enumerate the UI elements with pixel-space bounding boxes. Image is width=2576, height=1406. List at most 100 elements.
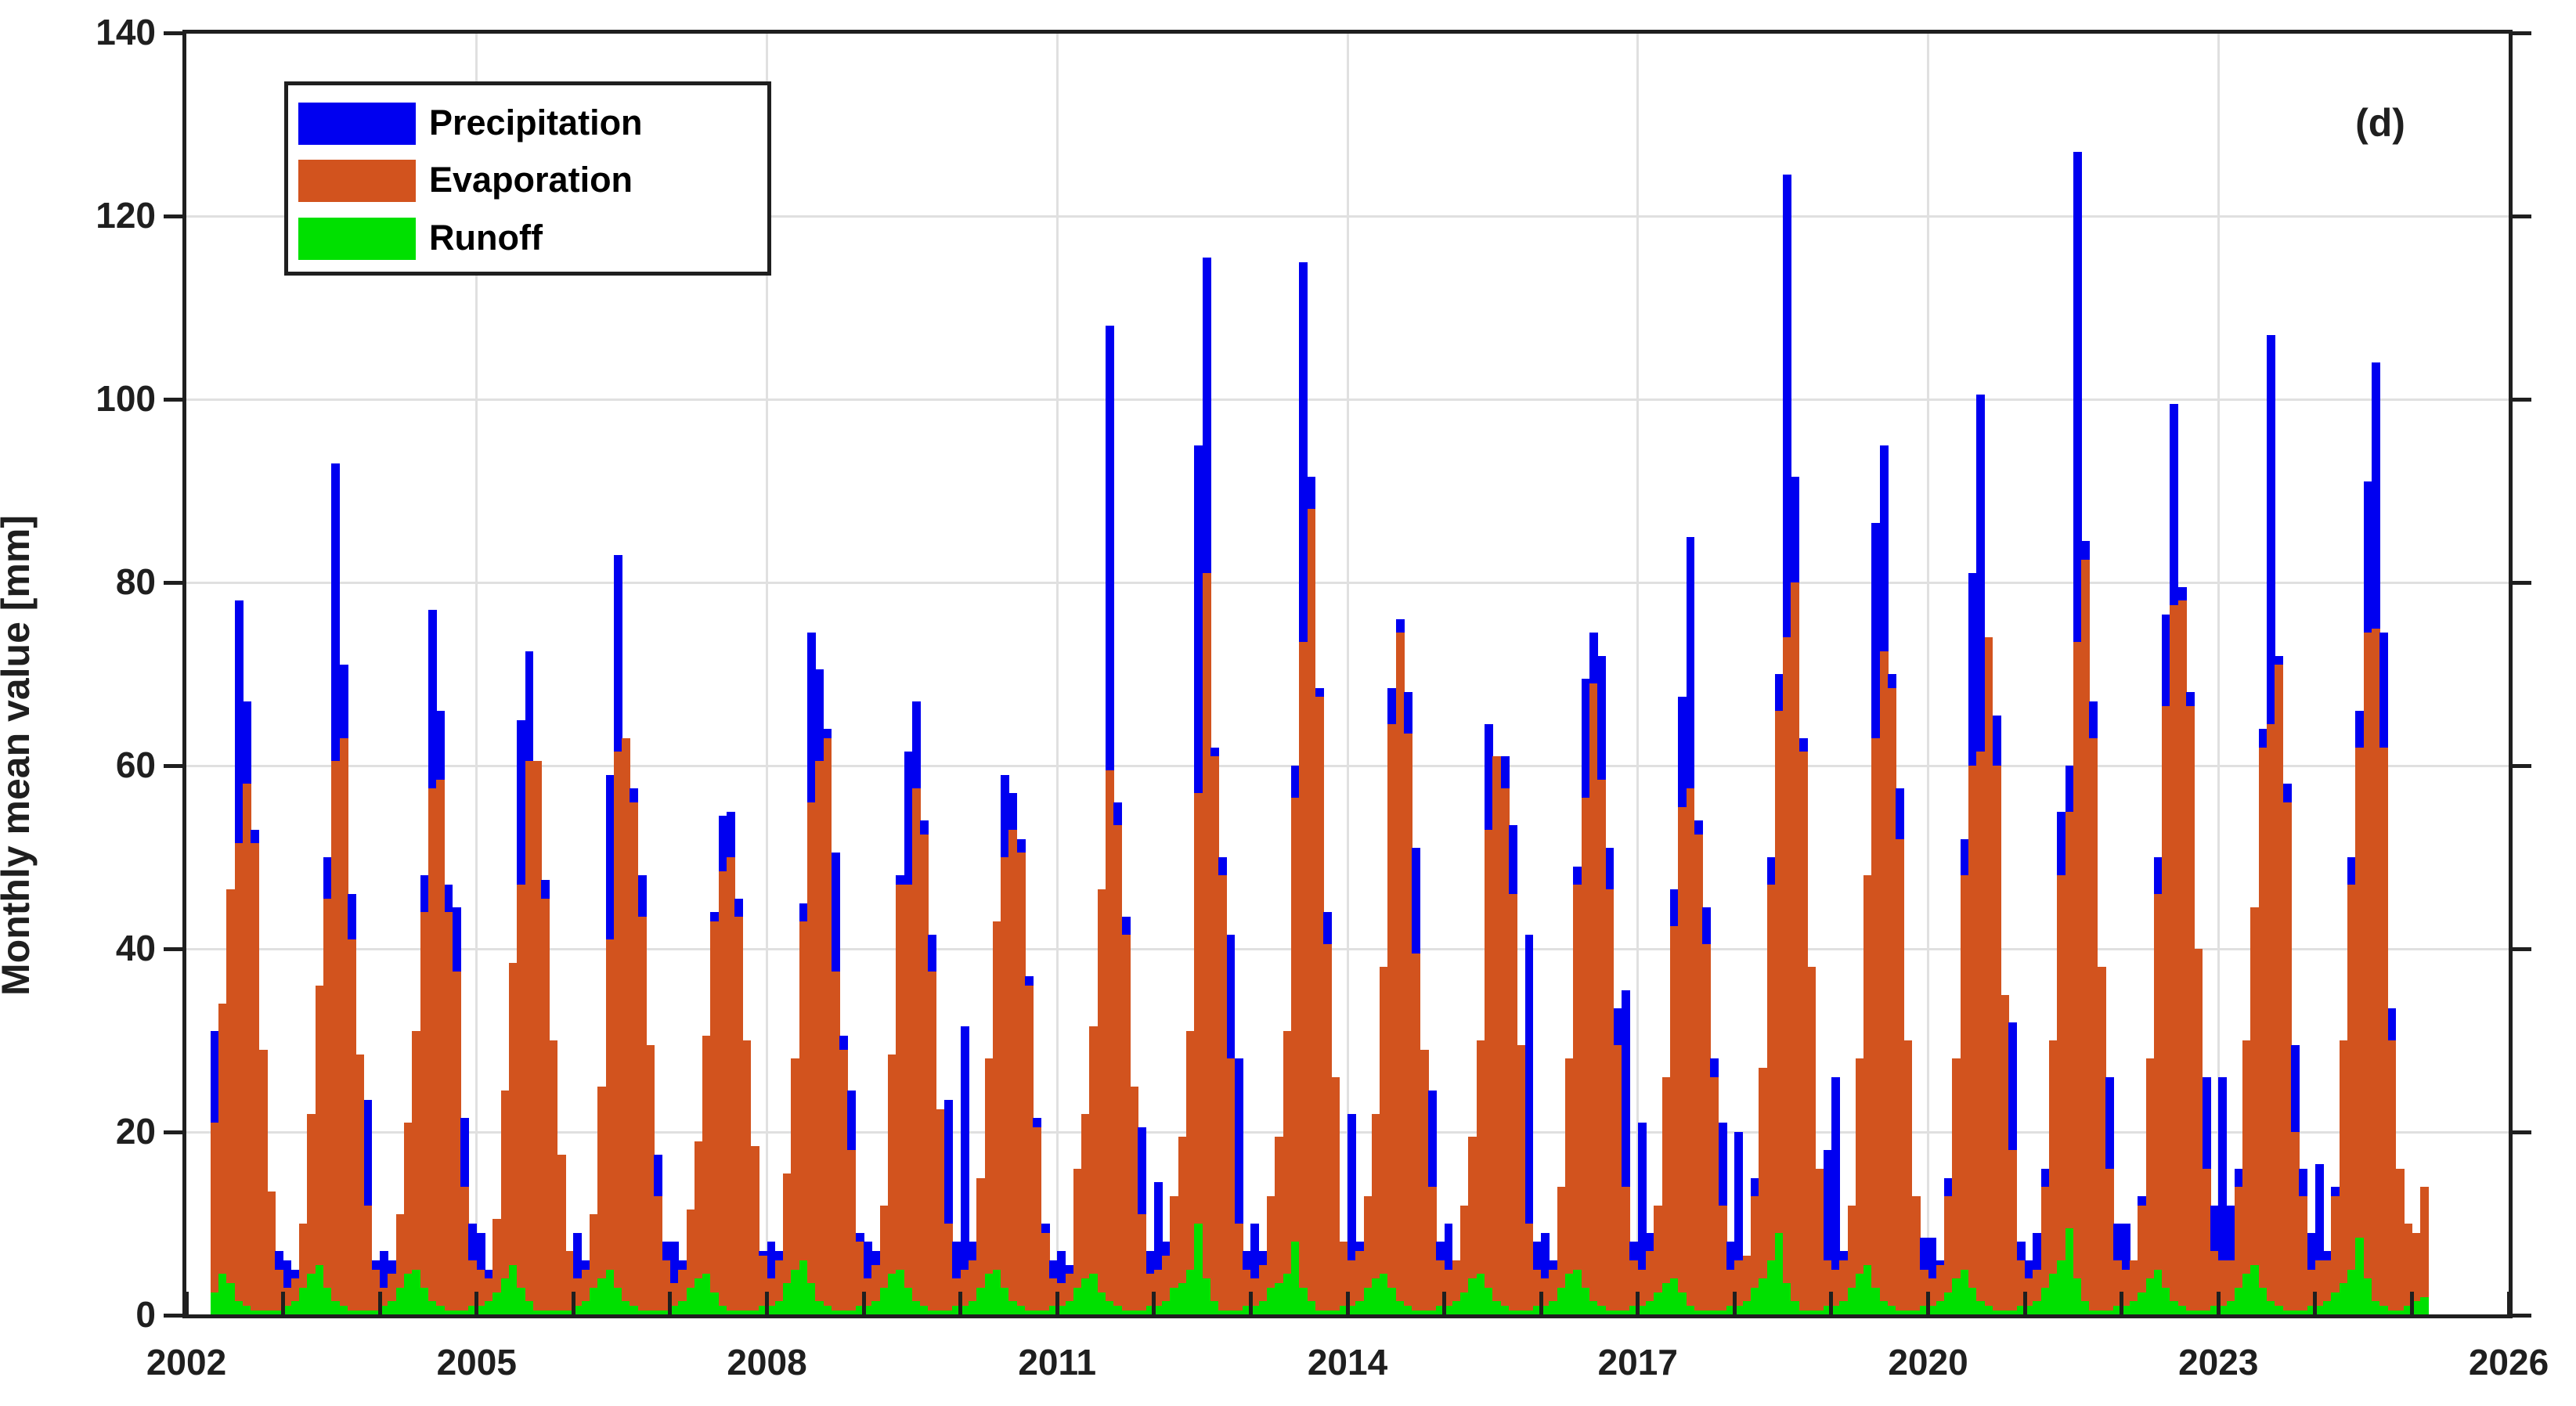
- bar-runoff: [1597, 1306, 1607, 1315]
- bar-evaporation: [1992, 766, 2001, 1315]
- bar-runoff: [508, 1264, 518, 1315]
- bar-evaporation: [1984, 637, 1993, 1315]
- y-tick: [164, 397, 182, 402]
- bar-runoff: [1348, 1306, 1356, 1315]
- bar-evaporation: [1871, 737, 1881, 1315]
- bar-runoff: [460, 1310, 470, 1315]
- x-tick-minor: [668, 1292, 673, 1315]
- bar-evaporation: [2145, 1058, 2155, 1315]
- bar-runoff: [759, 1306, 768, 1315]
- bar-evaporation: [1001, 857, 1010, 1315]
- bar-runoff: [1371, 1278, 1380, 1315]
- bar-evaporation: [2218, 1260, 2228, 1315]
- bar-runoff: [1226, 1310, 1236, 1315]
- bar-runoff: [1065, 1301, 1074, 1315]
- bar-evaporation: [1573, 885, 1582, 1315]
- y-tick-label: 0: [135, 1294, 156, 1335]
- bar-runoff: [1387, 1287, 1397, 1315]
- bar-evaporation: [944, 1224, 953, 1315]
- bar-runoff: [1444, 1306, 1453, 1315]
- y-tick-right: [2513, 1313, 2531, 1318]
- x-tick-minor: [1152, 1292, 1156, 1315]
- bar-evaporation: [1669, 925, 1679, 1315]
- y-tick-right: [2513, 763, 2531, 768]
- bar-runoff: [896, 1269, 905, 1315]
- bar-runoff: [1718, 1310, 1727, 1315]
- legend-row-runoff: Runoff: [288, 218, 767, 260]
- bar-evaporation: [2412, 1232, 2421, 1315]
- bar-runoff: [2242, 1274, 2252, 1315]
- x-tick: [2506, 1292, 2511, 1315]
- bar-runoff: [234, 1301, 244, 1315]
- bar-evaporation: [1371, 1113, 1380, 1315]
- bar-precipitation: [1541, 1232, 1550, 1315]
- bar-precipitation: [1234, 1058, 1243, 1315]
- x-tick-minor: [2022, 1292, 2027, 1315]
- bar-runoff: [1234, 1310, 1243, 1315]
- bar-runoff: [2347, 1269, 2356, 1315]
- bar-evaporation: [1759, 1068, 1768, 1315]
- bar-runoff: [299, 1287, 308, 1315]
- bar-runoff: [936, 1310, 945, 1315]
- bar-evaporation: [759, 1255, 768, 1315]
- bar-runoff: [485, 1301, 493, 1315]
- bar-runoff: [1847, 1287, 1856, 1315]
- bar-evaporation: [1783, 637, 1792, 1315]
- legend-label-evaporation: Evaporation: [429, 159, 633, 200]
- bar-runoff: [864, 1306, 872, 1315]
- bar-runoff: [565, 1310, 574, 1315]
- bar-runoff: [2129, 1301, 2138, 1315]
- x-tick: [1926, 1292, 1930, 1315]
- bar-evaporation: [307, 1113, 316, 1315]
- bar-runoff: [1678, 1292, 1687, 1315]
- bar-evaporation: [847, 1150, 857, 1315]
- bar-runoff: [1008, 1301, 1018, 1315]
- bar-evaporation: [1048, 1278, 1058, 1315]
- top-spine: [182, 30, 2513, 34]
- bar-evaporation: [2379, 747, 2389, 1315]
- bar-evaporation: [1791, 582, 1800, 1315]
- bar-evaporation: [1315, 697, 1324, 1315]
- bar-evaporation: [864, 1278, 872, 1315]
- bar-runoff: [573, 1306, 583, 1315]
- bar-runoff: [1460, 1292, 1470, 1315]
- bar-runoff: [2153, 1269, 2163, 1315]
- bar-runoff: [2145, 1278, 2155, 1315]
- bar-runoff: [1823, 1306, 1832, 1315]
- bar-evaporation: [1008, 829, 1018, 1315]
- bar-runoff: [702, 1274, 711, 1315]
- bar-runoff: [622, 1301, 631, 1315]
- bar-runoff: [952, 1306, 961, 1315]
- bar-precipitation: [1637, 1123, 1647, 1315]
- bar-runoff: [791, 1269, 800, 1315]
- bar-evaporation: [1452, 1260, 1461, 1315]
- bar-evaporation: [404, 1123, 413, 1315]
- bar-evaporation: [492, 1219, 502, 1315]
- bar-runoff: [992, 1269, 1001, 1315]
- bar-runoff: [363, 1310, 373, 1315]
- y-tick: [164, 1313, 182, 1318]
- bar-evaporation: [1348, 1260, 1356, 1315]
- bar-evaporation: [2355, 747, 2365, 1315]
- bar-runoff: [1380, 1274, 1389, 1315]
- bar-runoff: [1605, 1310, 1615, 1315]
- bar-evaporation: [1863, 875, 1872, 1315]
- bar-evaporation: [2234, 1187, 2243, 1315]
- bar-runoff: [1508, 1310, 1517, 1315]
- bar-runoff: [1791, 1301, 1800, 1315]
- bar-runoff: [2073, 1278, 2082, 1315]
- bar-evaporation: [1226, 1058, 1236, 1315]
- bar-runoff: [2001, 1310, 2010, 1315]
- bar-runoff: [1524, 1310, 1534, 1315]
- bar-runoff: [1669, 1278, 1679, 1315]
- bar-runoff: [1129, 1310, 1138, 1315]
- bar-evaporation: [339, 737, 348, 1315]
- bar-runoff: [678, 1301, 687, 1315]
- bar-runoff: [2202, 1310, 2211, 1315]
- bar-runoff: [1831, 1306, 1840, 1315]
- bar-runoff: [1468, 1278, 1477, 1315]
- bar-evaporation: [879, 1205, 889, 1315]
- bar-runoff: [420, 1287, 429, 1315]
- bar-runoff: [1363, 1287, 1373, 1315]
- bar-evaporation: [1524, 1224, 1534, 1315]
